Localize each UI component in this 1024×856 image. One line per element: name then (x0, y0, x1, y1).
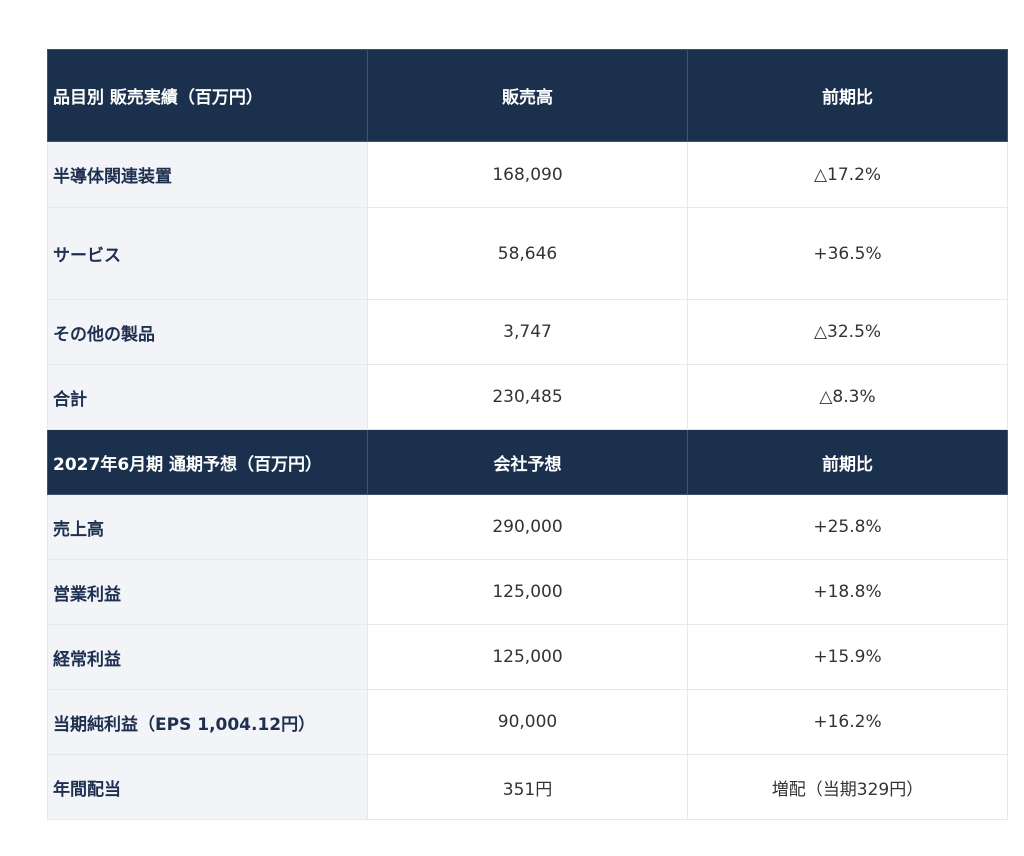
table-row: その他の製品 3,747 △32.5% (47, 299, 1008, 365)
section1-header-row: 品目別 販売実績（百万円） 販売高 前期比 (47, 49, 1008, 142)
row-value: 125,000 (367, 624, 688, 690)
row-change: +36.5% (687, 207, 1008, 300)
table-row: 営業利益 125,000 +18.8% (47, 559, 1008, 625)
row-label: 経常利益 (47, 624, 368, 690)
row-label: 売上高 (47, 494, 368, 560)
section2-col-yoy: 前期比 (687, 429, 1008, 495)
row-value: 58,646 (367, 207, 688, 300)
row-value: 168,090 (367, 141, 688, 208)
table-row: 半導体関連装置 168,090 △17.2% (47, 141, 1008, 208)
row-value: 351円 (367, 754, 688, 820)
row-label: サービス (47, 207, 368, 300)
row-value: 230,485 (367, 364, 688, 430)
row-change: +18.8% (687, 559, 1008, 625)
section2-header-row: 2027年6月期 通期予想（百万円） 会社予想 前期比 (47, 429, 1008, 495)
row-value: 125,000 (367, 559, 688, 625)
row-label: その他の製品 (47, 299, 368, 365)
row-value: 90,000 (367, 689, 688, 755)
row-change: △17.2% (687, 141, 1008, 208)
section1-title: 品目別 販売実績（百万円） (47, 49, 368, 142)
table-row: 経常利益 125,000 +15.9% (47, 624, 1008, 690)
row-label: 営業利益 (47, 559, 368, 625)
section1-col-sales: 販売高 (367, 49, 688, 142)
row-value: 3,747 (367, 299, 688, 365)
row-change: △8.3% (687, 364, 1008, 430)
section2-title: 2027年6月期 通期予想（百万円） (47, 429, 368, 495)
row-change: +25.8% (687, 494, 1008, 560)
row-change: 増配（当期329円） (687, 754, 1008, 820)
row-change: +16.2% (687, 689, 1008, 755)
row-label: 合計 (47, 364, 368, 430)
row-change: +15.9% (687, 624, 1008, 690)
section1-col-yoy: 前期比 (687, 49, 1008, 142)
row-change: △32.5% (687, 299, 1008, 365)
section2-col-forecast: 会社予想 (367, 429, 688, 495)
row-label: 年間配当 (47, 754, 368, 820)
row-label: 当期純利益（EPS 1,004.12円） (47, 689, 368, 755)
row-label: 半導体関連装置 (47, 141, 368, 208)
financial-results-table: 品目別 販売実績（百万円） 販売高 前期比 半導体関連装置 168,090 △1… (47, 49, 1008, 820)
table-row-total: 合計 230,485 △8.3% (47, 364, 1008, 430)
table-row: 当期純利益（EPS 1,004.12円） 90,000 +16.2% (47, 689, 1008, 755)
table-row: 年間配当 351円 増配（当期329円） (47, 754, 1008, 820)
table-row: サービス 58,646 +36.5% (47, 207, 1008, 300)
table-row: 売上高 290,000 +25.8% (47, 494, 1008, 560)
row-value: 290,000 (367, 494, 688, 560)
